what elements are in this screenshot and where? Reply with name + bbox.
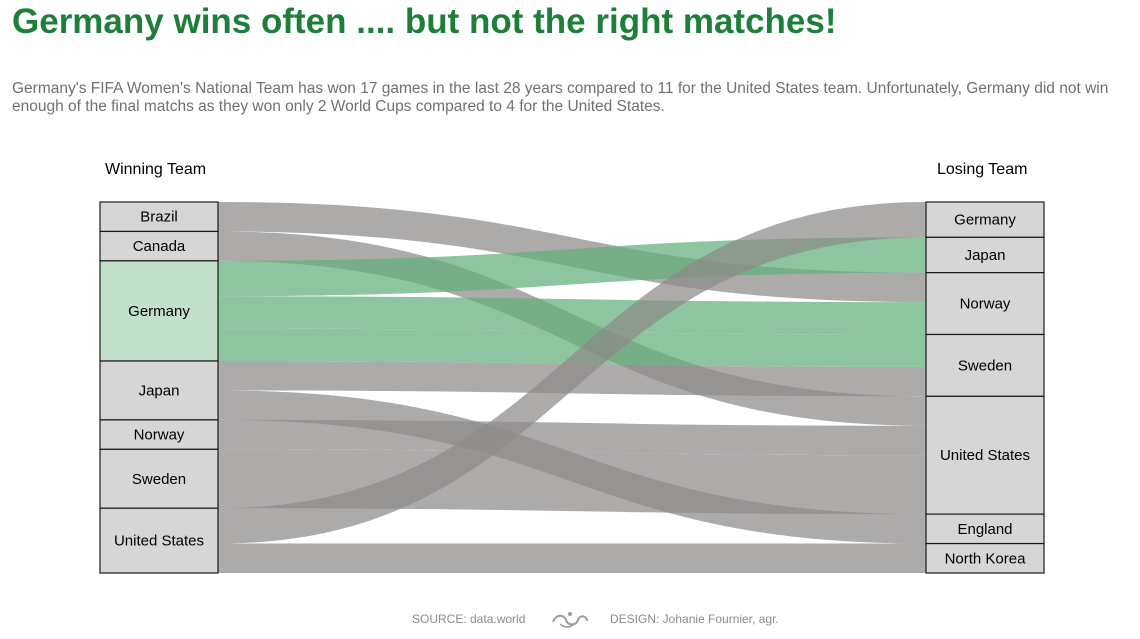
- losing-label-england: England: [957, 521, 1012, 538]
- source-credit: SOURCE: data.world: [412, 612, 526, 626]
- winning-node-japan: [99, 360, 219, 421]
- losing-label-north-korea: North Korea: [945, 550, 1027, 567]
- winning-label-sweden: Sweden: [132, 471, 186, 488]
- flourish-logo-icon: [552, 612, 588, 628]
- winning-label-japan: Japan: [139, 382, 180, 399]
- flow-united-states-to-north-korea: [218, 543, 926, 573]
- losing-label-norway: Norway: [960, 296, 1011, 313]
- losing-label-germany: Germany: [954, 212, 1016, 229]
- winning-node-sweden: [99, 448, 219, 509]
- losing-node-north-korea: [925, 542, 1045, 574]
- losing-node-japan: [925, 236, 1045, 274]
- flow-links: [218, 202, 926, 573]
- sankey-diagram: Brazil Canada Germany Japan Norway Sweden Unit…: [99, 201, 1045, 574]
- losing-node-germany: [925, 201, 1045, 238]
- winning-label-canada: Canada: [133, 238, 186, 255]
- winning-node-norway: [99, 419, 219, 450]
- flow-united-states-to-germany: [218, 202, 926, 544]
- winning-team-header: Winning Team: [105, 161, 207, 178]
- team-nodes: Brazil Canada Germany Japan Norway Sweden Unit…: [99, 201, 1045, 574]
- winning-label-germany: Germany: [128, 303, 190, 320]
- losing-label-sweden: Sweden: [958, 357, 1012, 374]
- flow-germany-to-norway: [218, 296, 926, 335]
- losing-node-united-states: [925, 395, 1045, 515]
- winning-label-norway: Norway: [134, 427, 185, 444]
- winning-label-united-states: United States: [114, 533, 204, 550]
- winning-node-germany: [99, 260, 219, 362]
- flow-norway-to-united-states: [218, 419, 926, 456]
- chart-title: Germany wins often .... but not the righ…: [12, 2, 837, 41]
- losing-label-united-states: United States: [940, 447, 1030, 464]
- chart-subtitle: Germany's FIFA Women's National Team has…: [12, 80, 1109, 115]
- winning-label-brazil: Brazil: [140, 209, 178, 226]
- losing-label-japan: Japan: [965, 247, 1006, 264]
- flow-germany-to-sweden: [218, 328, 926, 367]
- losing-node-norway: [925, 272, 1045, 336]
- winning-node-united-states: [99, 507, 219, 574]
- design-credit: DESIGN: Johanie Fournier, agr.: [610, 612, 779, 626]
- losing-team-header: Losing Team: [937, 161, 1028, 178]
